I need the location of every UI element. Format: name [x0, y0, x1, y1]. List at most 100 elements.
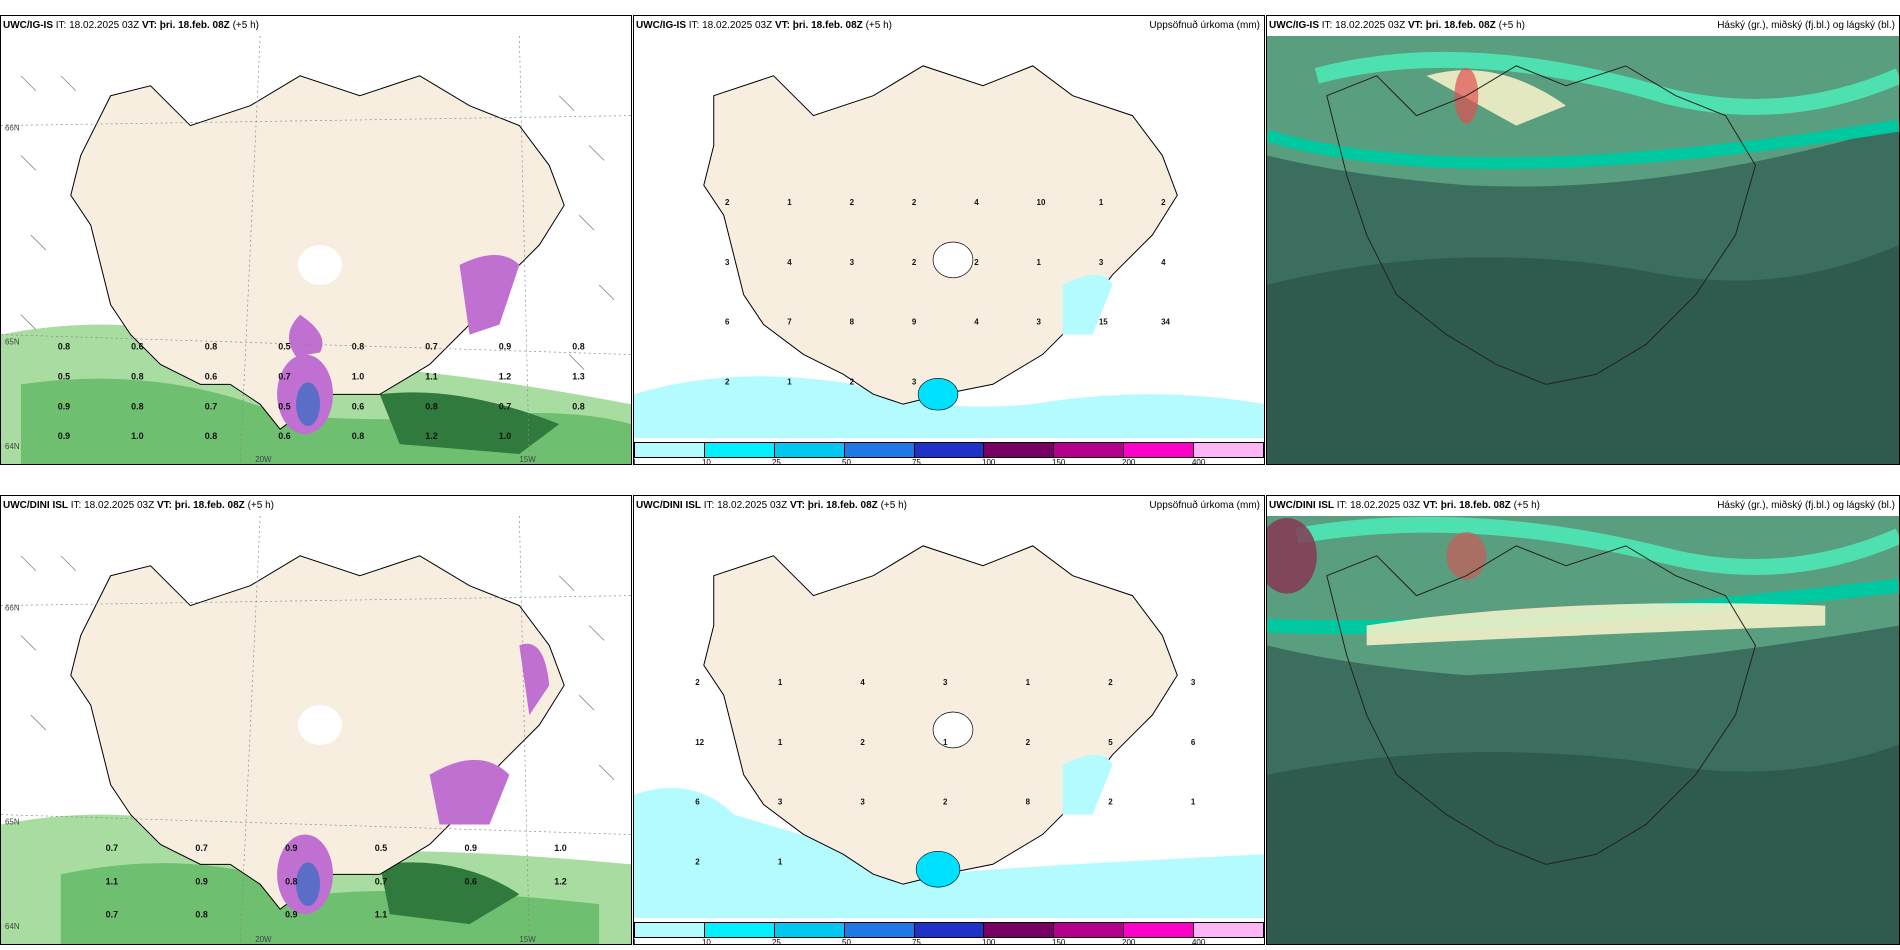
field-value-label: 0.8	[572, 342, 584, 352]
field-value-label: 0.5	[375, 843, 387, 853]
colorbar-label: 25	[771, 938, 781, 945]
field-value-label: 6	[1191, 738, 1196, 747]
colorbar-swatch	[844, 923, 915, 937]
field-value-label: 4	[860, 678, 865, 687]
precip-panel-igis: UWC/IG-IS IT: 18.02.2025 03Z VT: þri. 18…	[633, 15, 1265, 465]
field-value-label: 1	[787, 198, 792, 207]
field-value-label: 0.8	[572, 401, 584, 411]
field-value-label: 0.6	[352, 401, 364, 411]
field-value-label: 1.1	[425, 371, 437, 381]
field-value-label: 2	[943, 798, 948, 807]
wind-panel-igis: UWC/IG-IS IT: 18.02.2025 03Z VT: þri. 18…	[0, 15, 632, 465]
precip-map[interactable]: 2 1 2 2 4 10 1 2 3 4 3 2 2 1 3 4 6 7 8 9 4 3 15 34 2 1 2 3	[634, 36, 1264, 438]
colorbar-label: 150	[1052, 458, 1066, 465]
field-value-label: 1	[778, 738, 783, 747]
colorbar-label: 75	[911, 458, 921, 465]
panel-header: UWC/IG-IS IT: 18.02.2025 03Z VT: þri. 18…	[1, 16, 631, 36]
field-value-label: 3	[850, 258, 855, 267]
field-value-label: 3	[725, 258, 730, 267]
colorbar-label: 100	[982, 938, 996, 945]
field-value-label: 1	[1026, 678, 1031, 687]
field-value-label: 0.7	[278, 371, 290, 381]
precip-colorbar: 1 10 25 50 75 100 150 200 400	[634, 438, 1264, 464]
field-value-label: 0.8	[352, 431, 364, 441]
colorbar-swatch	[984, 923, 1055, 937]
iceland-outline	[1326, 65, 1756, 385]
precip-panel-dini: UWC/DINI ISL IT: 18.02.2025 03Z VT: þri.…	[633, 495, 1265, 945]
field-value-label: 0.9	[195, 876, 207, 886]
field-value-label: 0.8	[205, 342, 217, 352]
field-value-label: 2	[1026, 738, 1031, 747]
field-value-label: 4	[787, 258, 792, 267]
colorbar-label: 25	[771, 458, 781, 465]
field-value-label: 0.8	[195, 909, 207, 919]
cloud-map[interactable]	[1267, 36, 1899, 464]
wind-map[interactable]: 66N 65N 64N 20W 15W 0.7 0.7 0.9 0.5 0.9 1.0 1.…	[1, 516, 631, 944]
cloud-map[interactable]	[1267, 516, 1899, 944]
field-value-label: 15	[1099, 318, 1108, 327]
field-value-label: 3	[1191, 678, 1196, 687]
field-value-label: 3	[1099, 258, 1104, 267]
field-value-label: 1	[787, 377, 792, 386]
lat-label: 66N	[5, 604, 20, 613]
lat-label: 65N	[5, 338, 20, 347]
field-value-label: 1	[1099, 198, 1104, 207]
wind-map[interactable]: 66N 65N 64N 20W 15W 0.8 0.6 0.8 0.5 0.8 0.7 0.…	[1, 36, 631, 464]
lon-label: 15W	[519, 455, 536, 464]
panel-header: UWC/IG-IS IT: 18.02.2025 03Z VT: þri. 18…	[634, 16, 1264, 36]
field-value-label: 0.5	[278, 401, 290, 411]
field-value-label: 7	[787, 318, 792, 327]
colorbar-swatch	[914, 443, 985, 457]
field-value-label: 0.9	[465, 843, 477, 853]
field-value-label: 2	[1161, 198, 1166, 207]
field-value-label: 1.2	[554, 876, 566, 886]
field-value-label: 2	[850, 198, 855, 207]
field-value-label: 0.6	[278, 431, 290, 441]
field-value-label: 12	[695, 738, 704, 747]
field-value-label: 6	[725, 318, 730, 327]
field-value-label: 0.8	[131, 371, 143, 381]
field-value-label: 0.7	[106, 909, 118, 919]
field-value-label: 1.1	[375, 909, 387, 919]
field-value-label: 6	[695, 798, 700, 807]
field-value-label: 34	[1161, 318, 1170, 327]
panel-header: UWC/DINI ISL IT: 18.02.2025 03Z VT: þri.…	[1267, 496, 1899, 516]
field-value-label: 3	[912, 377, 917, 386]
field-value-label: 3	[778, 798, 783, 807]
field-value-label: 2	[860, 738, 865, 747]
lat-label: 64N	[5, 442, 20, 451]
colorbar-label: 50	[842, 938, 851, 945]
field-value-label: 0.7	[375, 876, 387, 886]
field-value-label: 2	[725, 198, 730, 207]
colorbar-swatch	[1124, 443, 1195, 457]
colorbar-swatch	[1124, 923, 1195, 937]
field-value-label: 0.7	[106, 843, 118, 853]
field-value-label: 0.5	[278, 342, 290, 352]
field-value-label: 10	[1037, 198, 1046, 207]
lat-label: 65N	[5, 818, 20, 827]
field-value-label: 9	[912, 318, 917, 327]
precip-map[interactable]: 2 1 4 3 1 2 3 12 1 2 1 2 5 6 6 3 3 2 8 2 1 2 1	[634, 516, 1264, 918]
field-value-label: 0.8	[205, 431, 217, 441]
field-value-label: 1	[1191, 798, 1196, 807]
field-value-label: 2	[974, 258, 979, 267]
field-value-label: 8	[850, 318, 855, 327]
panel-title: Háský (gr.), miðský (fj.bl.) og lágský (…	[1717, 500, 1895, 511]
field-value-label: 0.7	[499, 401, 511, 411]
colorbar-swatch	[1194, 443, 1264, 457]
field-value-label: 0.6	[131, 342, 143, 352]
field-value-label: 1	[943, 738, 948, 747]
colorbar-label: 10	[701, 938, 711, 945]
colorbar-swatch	[774, 443, 845, 457]
field-value-label: 3	[860, 798, 865, 807]
field-value-label: 0.8	[425, 401, 437, 411]
colorbar-swatch	[704, 443, 775, 457]
field-value-label: 1.2	[425, 431, 437, 441]
field-value-label: 3	[943, 678, 948, 687]
cloud-panel-dini: UWC/DINI ISL IT: 18.02.2025 03Z VT: þri.…	[1266, 495, 1900, 945]
colorbar-label: 50	[842, 458, 851, 465]
panel-title: Háský (gr.), miðský (fj.bl.) og lágský (…	[1717, 20, 1895, 31]
lat-label: 64N	[5, 922, 20, 931]
field-value-label: 0.9	[285, 843, 297, 853]
cloud-panel-igis: UWC/IG-IS IT: 18.02.2025 03Z VT: þri. 18…	[1266, 15, 1900, 465]
